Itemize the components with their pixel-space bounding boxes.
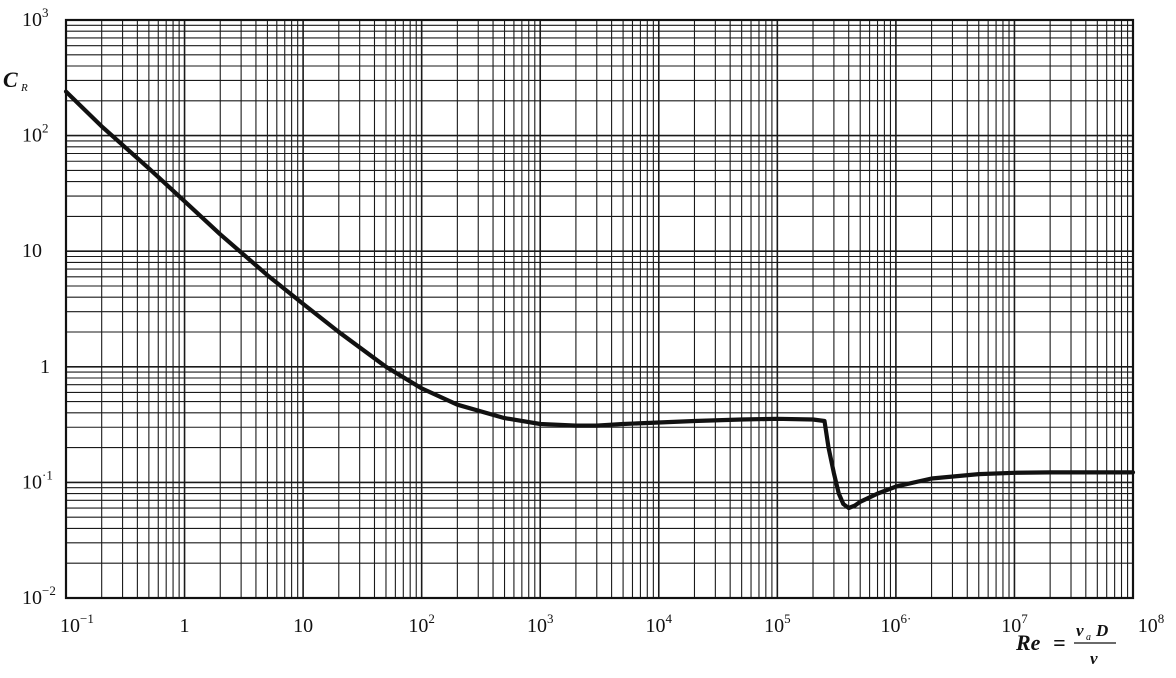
svg-text:D: D bbox=[1095, 621, 1108, 640]
x-tick-label: 102 bbox=[408, 611, 435, 637]
y-tick-label: 10−2 bbox=[22, 583, 56, 609]
y-tick-label: 10·1 bbox=[22, 467, 53, 493]
x-axis-label-den: ν bbox=[1090, 649, 1098, 668]
svg-text:ν: ν bbox=[1090, 649, 1098, 668]
x-tick-label: 108 bbox=[1138, 611, 1165, 637]
x-axis-label-num-sub: a bbox=[1086, 632, 1091, 643]
y-tick-label: 103 bbox=[22, 5, 49, 31]
x-tick-label: 103 bbox=[527, 611, 554, 637]
y-axis-label-sub: R bbox=[20, 82, 28, 94]
svg-text:C: C bbox=[3, 67, 18, 92]
x-axis-label-lhs: Re bbox=[1015, 630, 1041, 655]
svg-text:v: v bbox=[1076, 621, 1084, 640]
y-axis-label: C R bbox=[3, 67, 28, 94]
x-tick-label: 107 bbox=[1001, 611, 1028, 637]
x-axis-label-eq: = bbox=[1053, 630, 1066, 655]
y-tick-label: 10 bbox=[22, 240, 42, 262]
y-axis-label-main: C bbox=[3, 67, 18, 92]
plot-border bbox=[64, 18, 1135, 600]
x-axis-label: Re = v a D ν bbox=[1015, 621, 1116, 668]
series-layer bbox=[63, 89, 1136, 511]
x-tick-label: 10−1 bbox=[60, 611, 94, 637]
x-tick-label: 10 bbox=[293, 615, 313, 637]
x-axis-label-num-v: v bbox=[1076, 621, 1084, 640]
x-axis-label-num-d: D bbox=[1095, 621, 1108, 640]
x-tick-label: 106· bbox=[880, 611, 911, 637]
series-line bbox=[63, 89, 1136, 511]
svg-text:=: = bbox=[1053, 630, 1066, 655]
y-tick-label: 1 bbox=[40, 356, 50, 378]
y-tick-label: 102 bbox=[22, 121, 49, 147]
x-tick-labels: 10−1 1 10 102 103 104 105 106· 107 108 bbox=[60, 611, 1164, 637]
y-tick-labels: 10−2 10·1 1 10 102 103 bbox=[22, 5, 56, 609]
x-tick-label: 1 bbox=[180, 615, 190, 637]
svg-text:R: R bbox=[20, 82, 28, 94]
grid-layer bbox=[65, 20, 1133, 599]
plot-frame bbox=[64, 18, 1135, 600]
x-tick-label: 105 bbox=[764, 611, 791, 637]
svg-text:a: a bbox=[1086, 632, 1091, 643]
x-tick-label: 104 bbox=[646, 611, 673, 637]
svg-text:Re: Re bbox=[1015, 630, 1041, 655]
